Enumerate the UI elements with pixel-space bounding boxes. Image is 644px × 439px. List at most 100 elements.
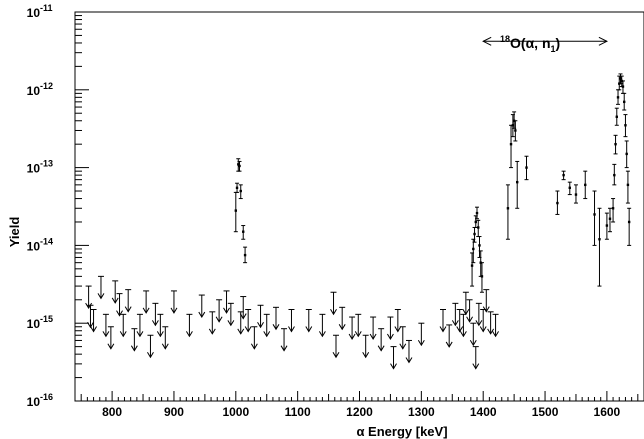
upper-limit-point (161, 326, 169, 350)
upper-limit-point (244, 309, 252, 333)
upper-limit-arrowhead (472, 363, 480, 370)
data-point (592, 190, 597, 246)
point-marker (473, 232, 476, 236)
point-marker (627, 220, 631, 224)
upper-limit-arrowhead (394, 326, 402, 333)
annotation-superscript: 18 (500, 34, 510, 44)
upper-limit-point (466, 299, 474, 323)
x-tick-label: 800 (102, 405, 122, 419)
upper-limit-point (451, 302, 459, 327)
upper-limit-arrowhead (318, 331, 326, 338)
upper-limit-point (97, 275, 105, 300)
x-tick-label: 1500 (532, 405, 559, 419)
upper-limit-arrowhead (223, 307, 230, 314)
upper-limit-arrowhead (151, 320, 159, 327)
point-marker (624, 124, 627, 127)
upper-limit-arrowhead (362, 351, 370, 359)
point-marker (525, 166, 528, 169)
annotation-suffix: ) (556, 35, 561, 51)
upper-limit-point (405, 339, 413, 364)
data-point (611, 198, 616, 223)
upper-limit-point (369, 316, 377, 341)
upper-limit-point (305, 309, 313, 333)
point-marker (514, 129, 517, 132)
upper-limit-arrowhead (377, 345, 385, 352)
upper-limit-point (136, 313, 144, 338)
upper-limit-point (487, 311, 495, 335)
upper-limit-arrowhead (386, 333, 394, 341)
point-marker (235, 186, 239, 189)
point-marker (506, 207, 510, 210)
point-marker (613, 173, 616, 177)
data-point (567, 181, 572, 196)
point-marker (475, 211, 479, 215)
data-point (616, 89, 621, 105)
upper-limit-point (102, 313, 110, 338)
point-marker (509, 142, 513, 146)
point-marker (608, 217, 612, 220)
upper-limit-arrowhead (456, 326, 464, 333)
point-marker (239, 189, 242, 193)
y-tick-label: 10 (27, 239, 41, 253)
y-tick-exponent: -12 (40, 81, 53, 91)
upper-limit-arrowhead (469, 339, 477, 347)
point-marker (234, 209, 238, 212)
upper-limit-arrowhead (445, 341, 453, 348)
point-marker (556, 201, 559, 205)
upper-limit-point (215, 299, 223, 323)
upper-limit-point (377, 328, 385, 352)
upper-limit-point (227, 302, 235, 327)
y-tick-label: 10 (27, 162, 41, 176)
upper-limit-point (479, 309, 487, 333)
upper-limit-arrowhead (185, 331, 193, 338)
upper-limit-point (348, 316, 356, 341)
point-marker (574, 193, 578, 196)
upper-limit-point (456, 309, 464, 333)
upper-limit-arrowhead (215, 316, 223, 323)
upper-limit-point (250, 326, 258, 350)
upper-limit-point (263, 313, 271, 338)
upper-limit-point (469, 322, 477, 347)
data-point (513, 120, 518, 142)
point-marker (616, 96, 620, 99)
upper-limit-point (198, 294, 206, 319)
upper-limit-point (257, 304, 264, 329)
x-tick-label: 1200 (346, 405, 373, 419)
upper-limit-arrowhead (405, 357, 413, 364)
x-tick-label: 1100 (285, 405, 311, 419)
data-point (607, 207, 612, 233)
point-marker (614, 142, 617, 146)
upper-limit-arrowhead (97, 293, 105, 300)
upper-limit-point (130, 328, 138, 352)
upper-limit-arrowhead (239, 313, 247, 320)
data-point (477, 236, 482, 258)
upper-limit-arrowhead (272, 324, 280, 331)
point-marker (470, 264, 474, 267)
upper-limit-arrowhead (85, 302, 93, 310)
point-marker (243, 253, 247, 257)
upper-limit-point (459, 313, 467, 338)
upper-limit-point (239, 296, 247, 320)
upper-limit-arrowhead (288, 326, 295, 333)
data-point (625, 170, 630, 204)
x-tick-label: 1300 (408, 405, 435, 419)
point-marker (625, 152, 628, 156)
upper-limit-arrowhead (161, 343, 169, 350)
upper-limit-arrowhead (399, 343, 407, 350)
point-marker (478, 244, 481, 247)
upper-limit-arrowhead (147, 351, 154, 359)
annotation-main: O(α, n (510, 35, 551, 51)
upper-limit-arrowhead (462, 308, 470, 316)
upper-limit-arrowhead (208, 328, 216, 335)
upper-limit-point (170, 290, 178, 314)
data-point (573, 184, 578, 204)
data-point (623, 114, 628, 138)
upper-limit-point (208, 311, 216, 335)
y-axis-title: Yield (7, 217, 22, 248)
upper-limit-arrowhead (459, 331, 467, 338)
point-marker (562, 173, 565, 177)
upper-limit-arrowhead (107, 343, 115, 350)
upper-limit-point (417, 322, 425, 347)
